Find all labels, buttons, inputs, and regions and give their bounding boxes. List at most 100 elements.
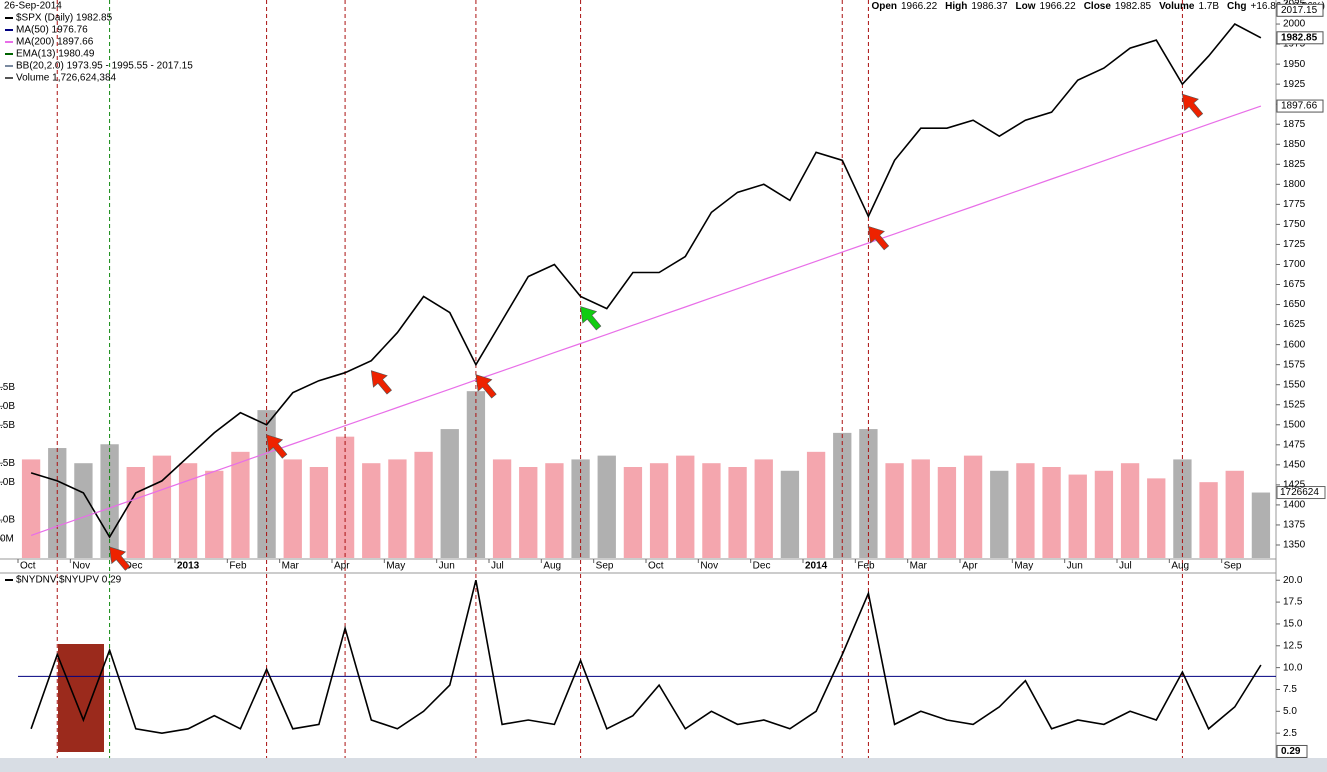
quote-value: 1966.22: [1040, 1, 1077, 12]
volume-bar: [571, 459, 590, 558]
y-tick-label: 1475: [1283, 439, 1306, 450]
x-tick-label: Feb: [857, 561, 875, 572]
x-tick-label: May: [386, 561, 405, 572]
highlight-box: [58, 644, 104, 752]
arrow-shape: [868, 225, 890, 251]
x-tick-label: Dec: [753, 561, 771, 572]
y-tick-label: 1950: [1283, 59, 1306, 70]
line: [30, 580, 1262, 735]
x-tick-label: Aug: [1171, 561, 1189, 572]
y-tick-label: 2000: [1283, 19, 1306, 30]
x-tick-label: May: [1014, 561, 1033, 572]
volume-bar: [309, 467, 329, 558]
y-tick-label: 1875: [1283, 119, 1306, 130]
volume-bar: [833, 432, 852, 558]
last-value-label: 2017.15: [1281, 5, 1318, 16]
volume-bar: [388, 459, 407, 558]
last-value-box: [1276, 99, 1324, 113]
quote-label: Close: [1084, 1, 1112, 12]
lower-y-tick-label: 12.5: [1283, 640, 1303, 651]
x-tick-label: Mar: [910, 561, 928, 572]
volume-bar: [754, 459, 773, 558]
volume-bar: [1120, 463, 1140, 558]
x-tick-label: Jul: [1119, 561, 1132, 572]
volume-bar: [702, 463, 721, 558]
volume-bar: [152, 455, 172, 558]
volume-bar: [1199, 482, 1218, 558]
volume-bar: [806, 451, 826, 558]
quote-value: 1966.22: [901, 1, 938, 12]
lower-y-tick-label: 15.0: [1283, 619, 1303, 630]
y-tick-label: 1350: [1283, 540, 1306, 551]
x-tick-label: Mar: [282, 561, 300, 572]
volume-bar: [911, 459, 930, 558]
volume-bar: [780, 470, 800, 558]
x-tick-label: Dec: [125, 561, 143, 572]
lower-last-label: 0.29: [1281, 746, 1301, 757]
arrow: [580, 306, 602, 331]
quote-label: High: [945, 1, 967, 12]
volume-bar: [1068, 474, 1087, 558]
lower-y-tick-label: 20.0: [1283, 575, 1303, 586]
legend-entry: MA(50) 1976.76: [16, 25, 88, 36]
volume-tick-label: .0B: [0, 401, 15, 412]
quote-label: Volume: [1159, 1, 1195, 12]
volume-bar: [231, 451, 250, 558]
x-tick-label: Sep: [1224, 561, 1242, 572]
x-tick-label: Oct: [20, 561, 36, 572]
y-tick-label: 1725: [1283, 239, 1306, 250]
y-tick-label: 1450: [1283, 459, 1306, 470]
lower-y-tick-label: 10.0: [1283, 662, 1303, 673]
y-tick-label: 1750: [1283, 219, 1306, 230]
lower-y-tick-label: 5.0: [1283, 706, 1297, 717]
volume-tick-label: .5B: [0, 420, 15, 431]
lower-last-box: [1276, 744, 1308, 758]
legend-entry: EMA(13) 1980.49: [16, 49, 95, 60]
arrow: [868, 225, 890, 251]
volume-bar: [74, 463, 93, 558]
x-tick-label: Apr: [962, 561, 978, 572]
y-tick-label: 1650: [1283, 299, 1306, 310]
y-tick-label: 1425: [1283, 480, 1306, 491]
y-tick-label: 1400: [1283, 500, 1306, 511]
arrow: [370, 370, 392, 395]
volume-last-label: 1726624: [1280, 487, 1319, 498]
volume-bar: [676, 455, 695, 558]
x-tick-label: 2014: [805, 561, 828, 572]
y-tick-label: 1550: [1283, 379, 1306, 390]
volume-bar: [48, 448, 67, 558]
quote-label: Open: [871, 1, 897, 12]
y-tick-label: 1775: [1283, 199, 1306, 210]
x-tick-label: Nov: [700, 561, 718, 572]
volume-bar: [126, 467, 145, 558]
quote-value: 1986.37: [971, 1, 1008, 12]
y-tick-label: 1700: [1283, 259, 1306, 270]
legend-entry: MA(200) 1897.66: [16, 37, 94, 48]
last-value-label: 1982.85: [1281, 32, 1318, 43]
arrow: [109, 546, 131, 571]
x-tick-label: Feb: [229, 561, 247, 572]
x-tick-label: Aug: [543, 561, 561, 572]
bottom-strip: [0, 758, 1327, 772]
y-tick-label: 1525: [1283, 399, 1306, 410]
last-value-box: [1276, 3, 1324, 17]
volume-bar: [1147, 478, 1166, 558]
volume-tick-label: 0M: [0, 534, 14, 545]
x-tick-label: Jul: [491, 561, 504, 572]
volume-bar: [283, 459, 302, 558]
legend-entry: Volume 1,726,624,384: [16, 73, 117, 84]
volume-tick-label: .0B: [0, 515, 15, 526]
lower-y-tick-label: 7.5: [1283, 684, 1297, 695]
volume-bar: [178, 463, 198, 558]
lower-y-tick-label: 2.5: [1283, 728, 1297, 739]
y-tick-label: 1575: [1283, 359, 1306, 370]
volume-bar: [205, 470, 224, 558]
arrow-shape: [580, 306, 602, 331]
x-tick-label: Jun: [1067, 561, 1083, 572]
arrow: [1182, 93, 1204, 118]
volume-bar: [885, 463, 904, 558]
x-tick-label: Sep: [596, 561, 614, 572]
quote-label: Chg: [1227, 1, 1246, 12]
